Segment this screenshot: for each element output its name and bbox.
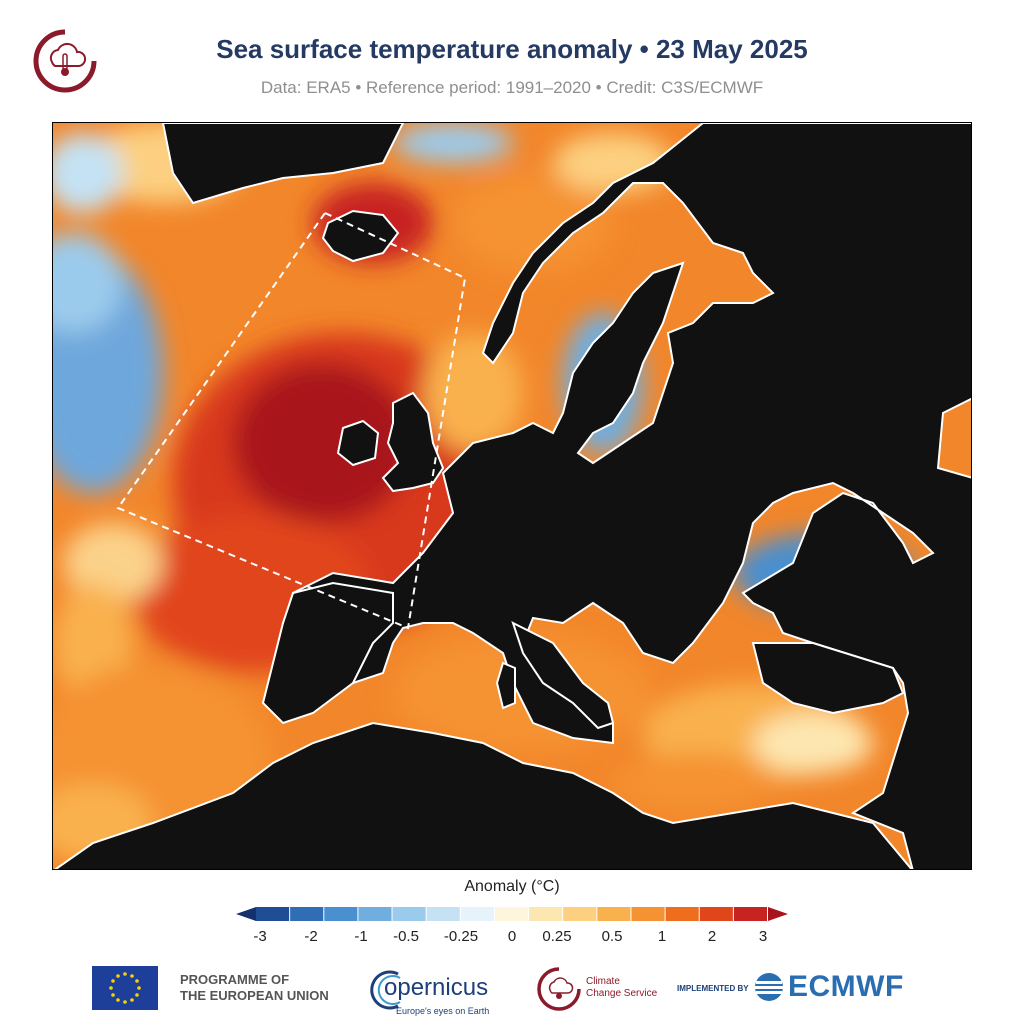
- colorbar-segment: [290, 907, 324, 921]
- map-canvas: [53, 123, 971, 869]
- sst-anomaly-map: [52, 122, 972, 870]
- colorbar-segment: [733, 907, 767, 921]
- sardinia-land: [495, 661, 516, 710]
- africa-land: [54, 721, 913, 869]
- highlight-box: [116, 211, 467, 630]
- implemented-by-label: IMPLEMENTED BY: [677, 984, 749, 993]
- colorbar-segment: [563, 907, 597, 921]
- c3s-line1: Climate: [586, 976, 620, 987]
- c3s-thermometer-logo: [33, 29, 97, 93]
- colorbar-segment: [631, 907, 665, 921]
- legend-title: Anomaly (°C): [464, 878, 560, 895]
- colorbar: [236, 907, 788, 921]
- eu-flag-icon: [92, 966, 158, 1010]
- eurasia-land: [292, 123, 971, 869]
- land-masses: [54, 123, 971, 869]
- copernicus-word: opernicus: [384, 974, 489, 1001]
- colorbar-segment: [529, 907, 563, 921]
- copernicus-tagline: Europe's eyes on Earth: [396, 1006, 490, 1016]
- colorbar-ticks: -3 -2 -1 -0.5 -0.25 0 0.25 0.5 1 2 3: [0, 928, 1024, 948]
- colorbar-tick-label: 1: [657, 928, 667, 945]
- chart-title: Sea surface temperature anomaly • 23 May…: [216, 34, 808, 64]
- colorbar-tick-label: -0.5: [393, 928, 419, 945]
- colorbar-tick-label: -3: [253, 928, 267, 945]
- footer-logos: PROGRAMME OF THE EUROPEAN UNION opernicu…: [0, 960, 1024, 1020]
- colorbar-tick-label: 0.25: [542, 928, 572, 945]
- great-britain-land: [381, 391, 445, 493]
- eu-label-line1: PROGRAMME OF: [180, 972, 290, 987]
- iceland-land: [321, 209, 400, 263]
- ireland-land: [336, 419, 380, 467]
- colorbar-tick-label: 0: [507, 928, 517, 945]
- colorbar-tick-label: -1: [354, 928, 368, 945]
- eu-programme-label: PROGRAMME OF THE EUROPEAN UNION: [180, 972, 350, 1004]
- colorbar-segment: [358, 907, 392, 921]
- colorbar-segment: [324, 907, 358, 921]
- c3s-line2: Change Service: [586, 988, 658, 999]
- colorbar-segment: [460, 907, 494, 921]
- colorbar-segment: [494, 907, 529, 921]
- colorbar-tick-label: 2: [707, 928, 717, 945]
- iberia-land: [261, 581, 394, 725]
- chart-subtitle: Data: ERA5 • Reference period: 1991–2020…: [260, 78, 764, 97]
- colorbar-segment: [699, 907, 733, 921]
- ecmwf-wordmark: ECMWF: [788, 970, 904, 1003]
- copernicus-ring-icon: [370, 970, 401, 1010]
- colorbar-min-arrow: [236, 907, 256, 921]
- colorbar-segment: [426, 907, 460, 921]
- colorbar-tick-label: -2: [304, 928, 318, 945]
- ecmwf-icon: [754, 973, 784, 1001]
- colorbar-segment: [597, 907, 631, 921]
- italy-land: [511, 621, 615, 730]
- colorbar-tick-label: 0.5: [601, 928, 623, 945]
- colorbar-tick-label: -0.25: [443, 928, 479, 945]
- copernicus-logo: opernicus Europe's eyes on Earth: [370, 966, 520, 1016]
- colorbar-tick-label: 3: [758, 928, 768, 945]
- colorbar-segment: [392, 907, 426, 921]
- colorbar-segment: [256, 907, 290, 921]
- anatolia-land: [751, 642, 905, 715]
- c3s-logo-icon: [537, 967, 581, 1011]
- greenland-land: [161, 123, 405, 205]
- colorbar-segment: [665, 907, 699, 921]
- c3s-label: Climate Change Service: [586, 976, 666, 1000]
- colorbar-max-arrow: [768, 907, 788, 921]
- eu-label-line2: THE EUROPEAN UNION: [180, 988, 329, 1003]
